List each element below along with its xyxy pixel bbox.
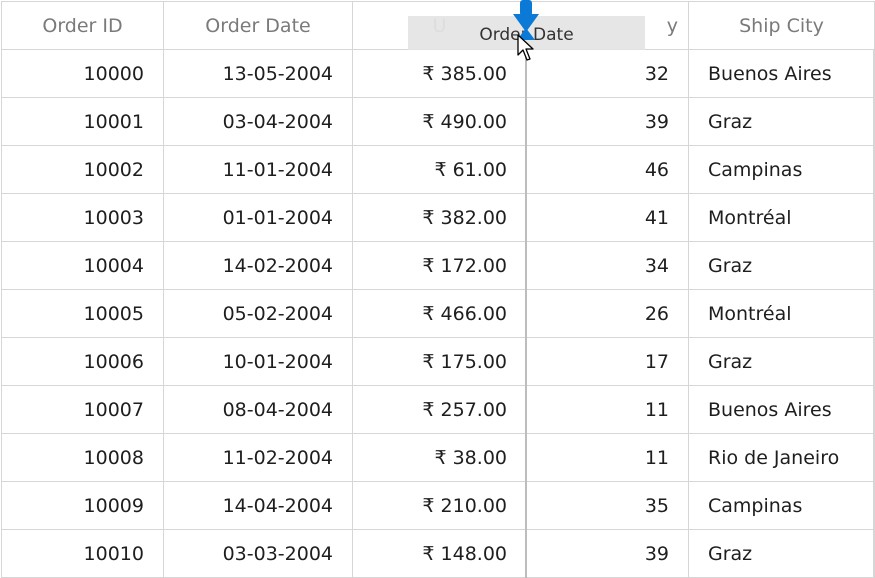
cell-unit-price[interactable]: ₹ 466.00 — [352, 289, 527, 338]
drop-indicator-arrow-icon — [513, 0, 539, 40]
cell-quantity[interactable]: 39 — [526, 529, 689, 578]
table-row[interactable]: 10009 14-04-2004 ₹ 210.00 35 Campinas — [1, 481, 875, 530]
cell-order-date[interactable]: 11-01-2004 — [163, 145, 353, 194]
cell-order-id[interactable]: 10007 — [1, 385, 164, 434]
table-row[interactable]: 10006 10-01-2004 ₹ 175.00 17 Graz — [1, 337, 875, 386]
cell-unit-price[interactable]: ₹ 490.00 — [352, 97, 527, 146]
cell-order-id[interactable]: 10003 — [1, 193, 164, 242]
header-ship-city[interactable]: Ship City — [688, 1, 875, 50]
cell-order-date[interactable]: 10-01-2004 — [163, 337, 353, 386]
cell-order-date[interactable]: 14-02-2004 — [163, 241, 353, 290]
cell-quantity[interactable]: 39 — [526, 97, 689, 146]
grid-body: 10000 13-05-2004 ₹ 385.00 32 Buenos Aires 100… — [1, 49, 875, 578]
cell-quantity[interactable]: 34 — [526, 241, 689, 290]
cell-order-date[interactable]: 08-04-2004 — [163, 385, 353, 434]
cell-order-date[interactable]: 14-04-2004 — [163, 481, 353, 530]
cell-ship-city[interactable]: Buenos Aires — [688, 49, 875, 98]
table-row[interactable]: 10001 03-04-2004 ₹ 490.00 39 Graz — [1, 97, 875, 146]
cell-order-date[interactable]: 03-03-2004 — [163, 529, 353, 578]
cell-order-id[interactable]: 10009 — [1, 481, 164, 530]
table-row[interactable]: 10000 13-05-2004 ₹ 385.00 32 Buenos Aires — [1, 49, 875, 98]
table-row[interactable]: 10008 11-02-2004 ₹ 38.00 11 Rio de Janeiro — [1, 433, 875, 482]
cell-order-id[interactable]: 10004 — [1, 241, 164, 290]
cell-ship-city[interactable]: Montréal — [688, 289, 875, 338]
cell-quantity[interactable]: 35 — [526, 481, 689, 530]
cell-order-id[interactable]: 10000 — [1, 49, 164, 98]
cell-quantity[interactable]: 46 — [526, 145, 689, 194]
cell-unit-price[interactable]: ₹ 257.00 — [352, 385, 527, 434]
cell-quantity[interactable]: 11 — [526, 433, 689, 482]
cell-order-id[interactable]: 10010 — [1, 529, 164, 578]
cell-ship-city[interactable]: Graz — [688, 97, 875, 146]
cell-ship-city[interactable]: Buenos Aires — [688, 385, 875, 434]
table-row[interactable]: 10004 14-02-2004 ₹ 172.00 34 Graz — [1, 241, 875, 290]
cell-unit-price[interactable]: ₹ 385.00 — [352, 49, 527, 98]
cell-ship-city[interactable]: Campinas — [688, 145, 875, 194]
cell-order-date[interactable]: 13-05-2004 — [163, 49, 353, 98]
cell-ship-city[interactable]: Graz — [688, 337, 875, 386]
cell-quantity[interactable]: 41 — [526, 193, 689, 242]
cell-ship-city[interactable]: Campinas — [688, 481, 875, 530]
cell-unit-price[interactable]: ₹ 175.00 — [352, 337, 527, 386]
cell-unit-price[interactable]: ₹ 148.00 — [352, 529, 527, 578]
cell-order-id[interactable]: 10005 — [1, 289, 164, 338]
table-row[interactable]: 10003 01-01-2004 ₹ 382.00 41 Montréal — [1, 193, 875, 242]
cell-quantity[interactable]: 26 — [526, 289, 689, 338]
cell-unit-price[interactable]: ₹ 38.00 — [352, 433, 527, 482]
cell-ship-city[interactable]: Rio de Janeiro — [688, 433, 875, 482]
header-order-id[interactable]: Order ID — [1, 1, 164, 50]
cell-ship-city[interactable]: Graz — [688, 241, 875, 290]
table-row[interactable]: 10010 03-03-2004 ₹ 148.00 39 Graz — [1, 529, 875, 578]
cell-order-id[interactable]: 10001 — [1, 97, 164, 146]
drop-indicator-line — [525, 36, 527, 578]
cell-order-id[interactable]: 10008 — [1, 433, 164, 482]
table-row[interactable]: 10002 11-01-2004 ₹ 61.00 46 Campinas — [1, 145, 875, 194]
cell-order-id[interactable]: 10006 — [1, 337, 164, 386]
cell-unit-price[interactable]: ₹ 210.00 — [352, 481, 527, 530]
cell-order-date[interactable]: 03-04-2004 — [163, 97, 353, 146]
cell-unit-price[interactable]: ₹ 382.00 — [352, 193, 527, 242]
cell-quantity[interactable]: 32 — [526, 49, 689, 98]
table-row[interactable]: 10007 08-04-2004 ₹ 257.00 11 Buenos Aires — [1, 385, 875, 434]
cell-quantity[interactable]: 17 — [526, 337, 689, 386]
cell-ship-city[interactable]: Montréal — [688, 193, 875, 242]
cell-order-date[interactable]: 01-01-2004 — [163, 193, 353, 242]
cell-unit-price[interactable]: ₹ 172.00 — [352, 241, 527, 290]
table-row[interactable]: 10005 05-02-2004 ₹ 466.00 26 Montréal — [1, 289, 875, 338]
pointer-cursor-icon — [517, 34, 534, 61]
cell-order-date[interactable]: 11-02-2004 — [163, 433, 353, 482]
cell-quantity[interactable]: 11 — [526, 385, 689, 434]
cell-ship-city[interactable]: Graz — [688, 529, 875, 578]
cell-order-id[interactable]: 10002 — [1, 145, 164, 194]
cell-order-date[interactable]: 05-02-2004 — [163, 289, 353, 338]
cell-unit-price[interactable]: ₹ 61.00 — [352, 145, 527, 194]
header-order-date[interactable]: Order Date — [163, 1, 353, 50]
